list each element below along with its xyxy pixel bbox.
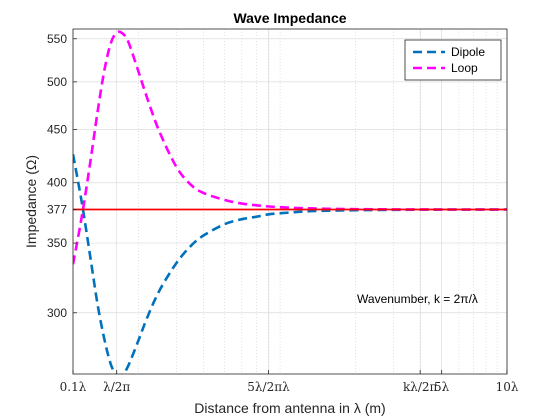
x-tick-label: 5λ [434,380,450,394]
y-axis-label: Impedance (Ω) [23,155,39,248]
y-tick-label: 550 [47,32,67,46]
series-line-loop [73,30,507,265]
x-tick-label: 5λ/2πλ [247,380,290,394]
chart-title: Wave Impedance [233,10,346,26]
plot-border [72,28,508,375]
x-tick-label: 0.1λ [60,380,87,394]
y-tick-label: 500 [47,75,67,89]
series-group [73,30,507,374]
x-tick-label: kλ/2π [403,380,438,394]
y-tick-label: 377 [47,202,67,216]
x-tick-label: 10λ [496,380,519,394]
y-tick-label: 300 [47,306,67,320]
y-tick-label: 350 [47,236,67,250]
grid [72,29,508,374]
plot-area [73,29,507,374]
legend: Dipole Loop [404,39,502,81]
legend-label-dipole: Dipole [451,45,485,59]
x-tick-label: λ/2π [103,380,130,394]
x-axis-label: Distance from antenna in λ (m) [194,400,385,416]
legend-label-loop: Loop [451,61,478,75]
y-tick-label: 400 [47,176,67,190]
y-tick-label: 450 [47,122,67,136]
series-line-dipole [73,154,507,374]
annotation-wavenumber: Wavenumber, k = 2π/λ [357,292,478,306]
legend-box [404,39,502,81]
